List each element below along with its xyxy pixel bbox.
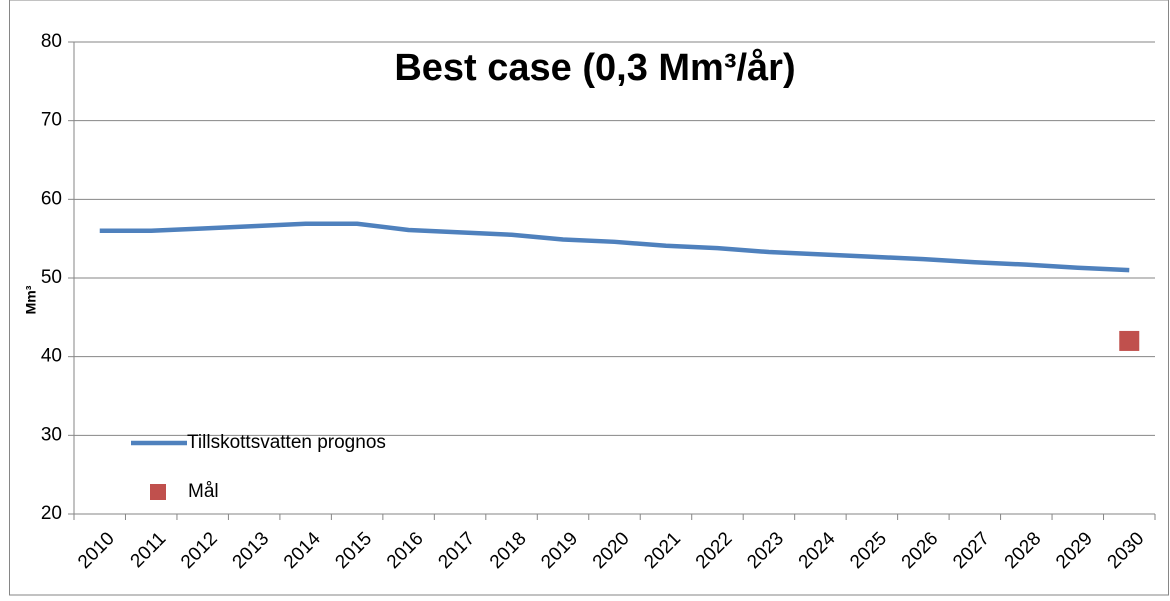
legend-swatch (150, 484, 166, 500)
y-axis-label: Mm³ (23, 285, 39, 314)
legend-label: Mål (188, 481, 219, 502)
y-tick-label: 60 (41, 188, 62, 209)
legend-label: Tillskottsvatten prognos (187, 432, 386, 453)
chart-frame (9, 0, 1169, 596)
y-tick-label: 70 (41, 110, 62, 131)
y-tick-label: 30 (41, 424, 62, 445)
chart-title: Best case (0,3 Mm³/år) (394, 47, 795, 89)
y-tick-label: 50 (41, 267, 62, 288)
series-marker (1119, 330, 1140, 351)
y-tick-label: 40 (41, 346, 62, 367)
y-tick-label: 20 (41, 503, 62, 524)
y-tick-label: 80 (41, 31, 62, 52)
series-line (99, 221, 1130, 273)
